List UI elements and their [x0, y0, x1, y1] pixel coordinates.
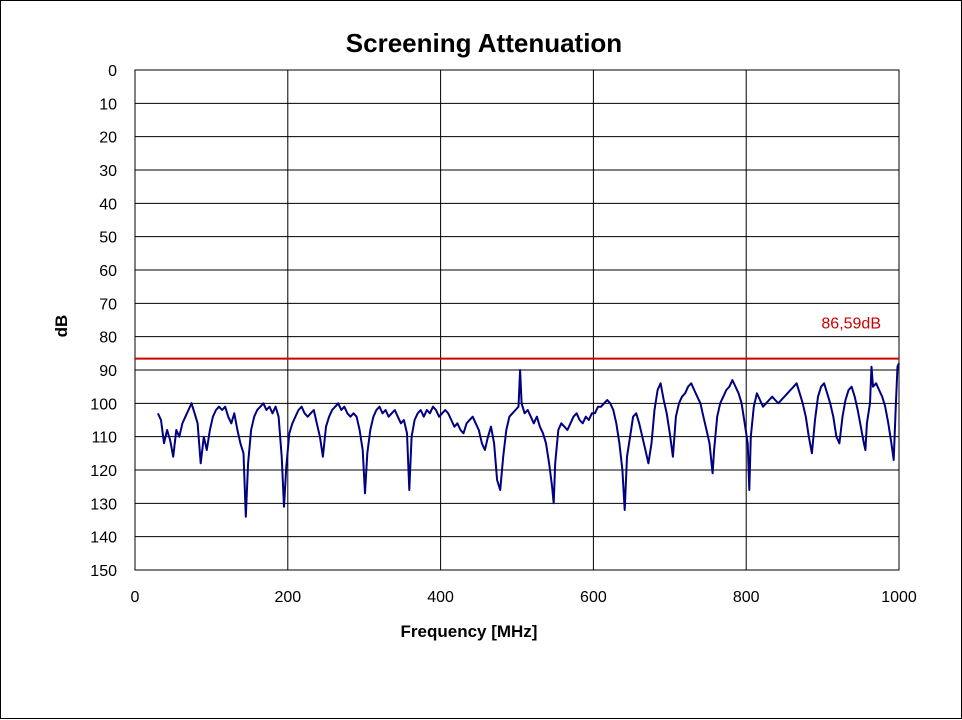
y-tick-label: 90 — [99, 363, 117, 380]
y-tick-label: 0 — [108, 63, 117, 80]
y-tick-label: 140 — [90, 530, 117, 547]
y-tick-label: 120 — [90, 463, 117, 480]
y-tick-labels: 0 10 20 30 40 50 60 70 80 90 100 110 120 130 140 150 — [90, 63, 117, 580]
y-tick-label: 150 — [90, 563, 117, 580]
data-series — [156, 362, 900, 518]
y-tick-label: 30 — [99, 163, 117, 180]
x-axis-label: Frequency [MHz] — [401, 622, 538, 641]
x-tick-label: 600 — [580, 589, 607, 606]
x-tick-label: 0 — [131, 589, 140, 606]
chart-title: Screening Attenuation — [346, 28, 622, 58]
x-tick-labels: 0 200 400 600 800 1000 — [131, 589, 917, 606]
y-tick-label: 60 — [99, 263, 117, 280]
plot-area — [134, 69, 900, 571]
y-tick-label: 100 — [90, 396, 117, 413]
threshold-label: 86,59dB — [821, 316, 881, 333]
x-tick-label: 800 — [733, 589, 760, 606]
x-tick-label: 200 — [274, 589, 301, 606]
x-tick-label: 1000 — [881, 589, 917, 606]
y-tick-label: 50 — [99, 230, 117, 247]
y-tick-label: 70 — [99, 296, 117, 313]
y-tick-label: 20 — [99, 130, 117, 147]
y-tick-label: 110 — [91, 430, 117, 447]
y-tick-label: 40 — [99, 196, 117, 213]
reference-lines: 86,59dB — [135, 316, 899, 360]
y-tick-label: 80 — [99, 330, 117, 347]
series-line — [156, 362, 900, 518]
y-tick-label: 10 — [99, 96, 117, 113]
y-axis-label: dB — [52, 315, 71, 338]
y-tick-label: 130 — [90, 496, 117, 513]
x-tick-label: 400 — [427, 589, 454, 606]
